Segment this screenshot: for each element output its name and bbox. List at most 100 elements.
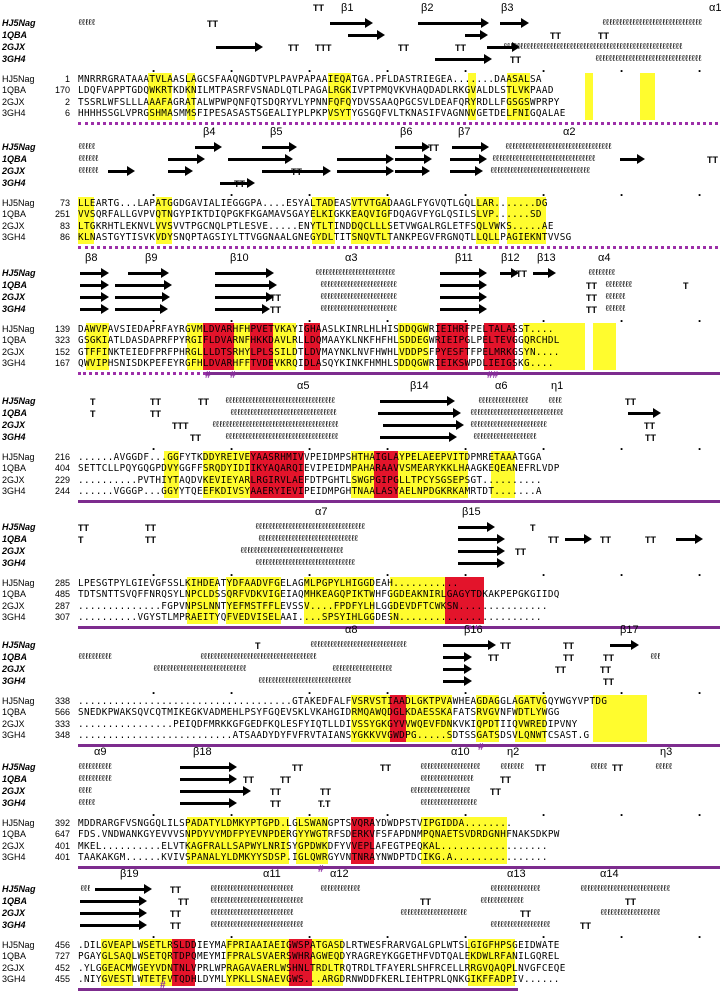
turn-mark: TTT	[172, 421, 189, 431]
conserved-column	[600, 323, 609, 371]
turn-mark: TT	[190, 433, 201, 443]
identical-column	[483, 323, 492, 371]
conserved-column	[187, 577, 195, 625]
strand-arrow	[458, 546, 505, 556]
conserved-column	[553, 323, 562, 371]
conserved-column	[351, 577, 359, 625]
sequence-residues: GSGKIATLDASDAPRFPYRGIFLDVARNFHKKDAVLRLLD…	[78, 335, 560, 347]
conserved-column	[366, 197, 375, 245]
conserved-column	[226, 817, 234, 865]
helix-mark: ℓℓℓℓℓℓℓℓℓℓℓℓℓℓℓℓℓℓℓℓ	[400, 909, 467, 918]
conserved-column	[436, 451, 445, 499]
conserved-column	[195, 323, 203, 371]
conserved-column	[241, 817, 250, 865]
sequence-residues: ......VGGGP...GGYYTQEEFKDIVSYAAERYIEVIPE…	[78, 485, 542, 497]
turn-mark: TT	[535, 763, 546, 773]
domain-dashed-line	[78, 122, 718, 126]
conserved-column	[475, 197, 484, 245]
turn-mark: TT	[207, 19, 218, 29]
helix-mark: ℓℓℓℓℓℓ	[78, 167, 99, 176]
helix-mark: ℓℓℓℓℓℓℓℓℓℓℓℓℓ	[480, 897, 524, 906]
turn-mark: TT	[603, 677, 614, 687]
turn-mark: TT	[603, 653, 614, 663]
identical-column	[499, 323, 507, 371]
ruler-dot: .	[384, 440, 391, 453]
sequence-row: 2GJX 83 LTGKRHTLEKNVLVVSVVTPGCNQLPTLESVE..…	[0, 221, 723, 232]
ruler-dot: .	[696, 186, 703, 199]
identical-column	[210, 323, 219, 371]
conserved-column	[257, 577, 266, 625]
helix-mark: ℓℓℓℓℓℓℓℓℓℓℓℓℓℓℓℓℓℓ	[332, 665, 393, 674]
structure-label: 2GJX	[2, 420, 26, 430]
conserved-column	[624, 695, 632, 743]
sequence-name: 3GH4	[2, 973, 26, 984]
conserved-column	[273, 577, 281, 625]
conserved-column	[163, 451, 172, 499]
ruler-dot: .	[462, 928, 469, 941]
conserved-column	[491, 451, 500, 499]
conserved-column	[93, 323, 102, 371]
conserved-column	[608, 695, 617, 743]
conserved-column	[78, 197, 86, 245]
sequence-residues: MNRRRGRATAAATVLAASLAGCSFAAQNGDTVPLPAVPAP…	[78, 74, 542, 85]
sse-label: β9	[145, 252, 158, 264]
conserved-column	[421, 323, 429, 371]
structure-label: HJ5Nag	[2, 396, 36, 406]
sequence-row: 2GJX 152 GTFFINKTEIEDFPRFPHRGLLLDTSRHYLPLS…	[0, 347, 723, 358]
conserved-column	[249, 939, 258, 987]
conserved-column	[577, 323, 585, 371]
conserved-column	[530, 695, 539, 743]
conserved-column	[413, 695, 422, 743]
strand-arrow	[80, 280, 109, 290]
sequence-name: 1QBA	[2, 335, 27, 346]
sse-label: β2	[421, 2, 434, 14]
sequence-start: 323	[54, 335, 70, 346]
sequence-residues: LTGKRHTLEKNVLVVSVVTPGCNQLPTLESVE.....ENY…	[78, 220, 554, 232]
sequence-start: 392	[54, 818, 70, 828]
conserved-column	[202, 577, 211, 625]
helix-mark: ℓℓℓℓℓℓℓℓℓℓℓℓℓℓℓℓℓℓ	[410, 787, 471, 796]
structure-label: 2GJX	[2, 42, 26, 52]
conserved-column	[249, 577, 258, 625]
structure-label: 1QBA	[2, 408, 28, 418]
sequence-row: 1QBA 566 SNEDKPWAKSQVCQTMIKEGKVADMEHLPSYFG…	[0, 707, 723, 718]
turn-mark: TT	[586, 281, 597, 291]
strand-arrow	[443, 640, 496, 650]
strand-arrow	[443, 664, 472, 674]
sequence-name: HJ5Nag	[2, 940, 35, 950]
sequence-row: 3GH4 401 TAAKAKGM......KVIVSPANALYLDMKYYSD…	[0, 852, 723, 863]
conserved-column	[163, 73, 172, 121]
helix-mark: ℓℓℓℓℓℓℓℓℓℓℓℓℓℓℓℓℓℓ	[420, 763, 481, 772]
functional-residue-mark: #	[478, 742, 484, 753]
conserved-column	[210, 577, 219, 625]
conserved-column	[140, 939, 149, 987]
ruler-dot: .	[540, 62, 547, 75]
conserved-column	[499, 817, 507, 865]
sequence-name: 3GH4	[2, 107, 26, 118]
identical-column	[374, 451, 383, 499]
helix-mark: ℓℓℓℓℓℓℓℓℓℓ	[78, 763, 112, 772]
strand-arrow	[440, 304, 487, 314]
identical-column	[249, 323, 258, 371]
turn-mark: TT	[563, 641, 574, 651]
sequence-row: HJ5Nag 392 MDDRARGFVSNGGQLILSPADATYLDMKYPT…	[0, 818, 723, 829]
helix-mark: ℓℓℓℓℓℓℓℓℓℓℓℓℓℓℓℓℓℓℓℓℓℓℓℓℓℓℓℓℓℓℓℓℓ	[255, 523, 365, 532]
ruler-dot: .	[618, 312, 625, 325]
sse-label: β8	[85, 252, 98, 264]
sse-label: α6	[495, 380, 508, 392]
conserved-column	[234, 817, 242, 865]
helix-mark: ℓℓℓ	[80, 885, 90, 894]
strand-arrow	[95, 884, 152, 894]
sequence-residues: ..........VGYSTLMPRAEITYQFVEDVISELAAI...…	[78, 611, 542, 623]
sequence-residues: GTFFINKTEIEDFPRFPHRGLLLDTSRHYLPLSSILDTLD…	[78, 346, 560, 358]
domain-solid-line	[78, 866, 720, 870]
strand-arrow	[337, 166, 394, 176]
sequence-residues: PGAYGLSAQLWSETQRTDPQMEYMIFPRALSVAERSWHRA…	[78, 951, 560, 963]
ruler-dot: .	[384, 312, 391, 325]
sequence-start: 251	[54, 209, 70, 220]
sse-label: β13	[537, 252, 556, 264]
helix-mark: ℓℓℓℓℓℓℓℓℓℓℓℓ	[320, 885, 361, 894]
functional-residue-mark: #	[318, 864, 324, 875]
conserved-column	[304, 577, 312, 625]
structure-label: 1QBA	[2, 280, 28, 290]
